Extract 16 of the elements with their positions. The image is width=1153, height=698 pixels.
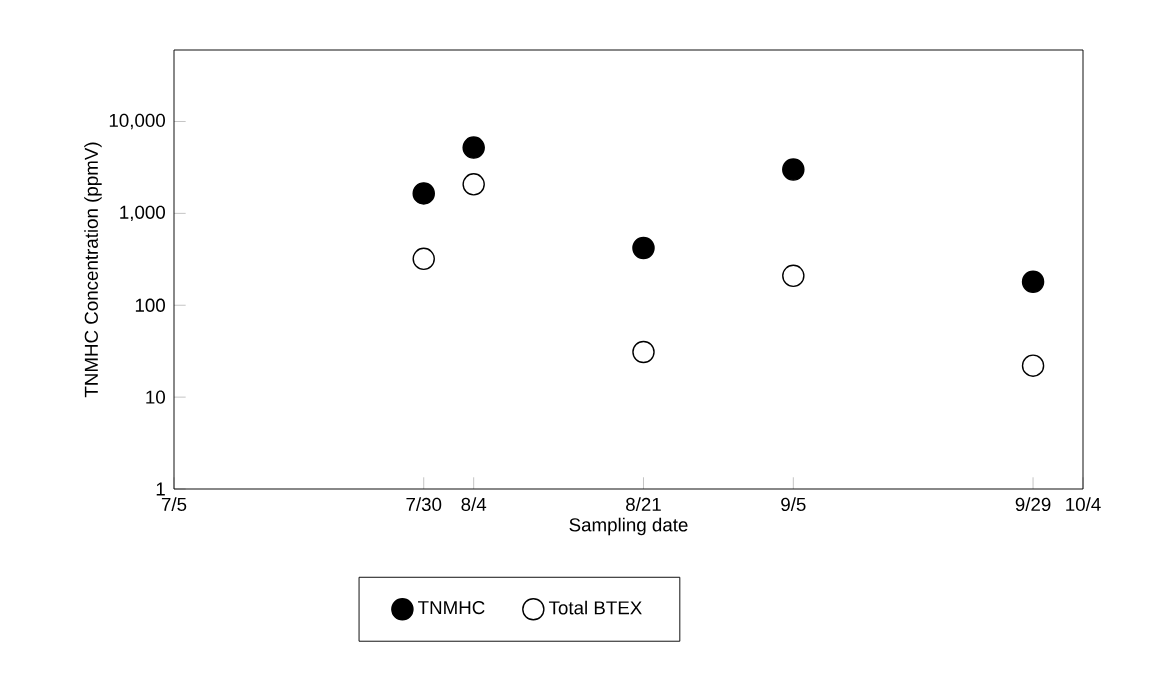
y-axis-title: TNMHC Concentration (ppmV) (84, 142, 102, 398)
x-tick-label: 9/5 (781, 497, 806, 512)
legend-label: TNMHC (418, 600, 485, 615)
legend-label: Total BTEX (548, 600, 642, 615)
x-tick-label: 10/4 (1066, 497, 1101, 512)
y-tick-label: 10 (146, 390, 165, 404)
x-tick-label: 8/21 (626, 497, 661, 512)
x-tick-label: 7/30 (406, 497, 442, 512)
y-tick-label: 100 (135, 298, 165, 312)
y-tick-label: 1 (156, 482, 165, 496)
x-tick-label: 8/4 (461, 497, 487, 512)
x-tick-label: 9/29 (1015, 497, 1051, 512)
y-tick-label: 10,000 (109, 113, 165, 130)
x-tick-label: 7/5 (161, 497, 187, 512)
x-axis-title: Sampling date (569, 517, 688, 536)
y-tick-label: 1,000 (120, 205, 165, 222)
